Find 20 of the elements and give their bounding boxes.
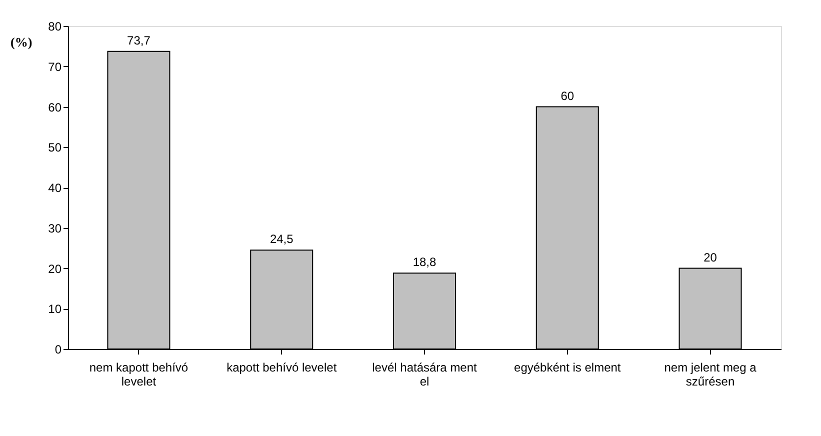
data-label: 73,7: [127, 33, 151, 48]
data-label: 18,8: [412, 255, 436, 270]
y-tick-label: 40: [48, 181, 62, 195]
y-tick-label: 80: [48, 20, 62, 34]
x-tick-label: kapott behívó levelet: [226, 360, 338, 374]
x-tick-label: levél hatására ment el: [372, 360, 478, 388]
y-tick-label: 20: [48, 262, 62, 276]
x-tick-label: nem jelent meg a szűrésen: [664, 360, 757, 388]
y-tick-label: 50: [48, 140, 62, 155]
data-label: 24,5: [270, 232, 294, 246]
y-tick-label: 30: [48, 221, 62, 236]
data-label: 60: [560, 88, 574, 103]
data-label: 20: [704, 250, 718, 264]
x-tick-label: egyébként is elment: [514, 360, 622, 374]
x-tick-label: nem kapott behívó levelet: [89, 360, 188, 388]
y-tick-label: 70: [48, 60, 62, 74]
y-tick-label: 60: [48, 100, 62, 114]
y-tick-label: 0: [54, 342, 62, 356]
y-axis-title: (%): [10, 34, 32, 50]
y-tick-label: 10: [48, 302, 62, 316]
